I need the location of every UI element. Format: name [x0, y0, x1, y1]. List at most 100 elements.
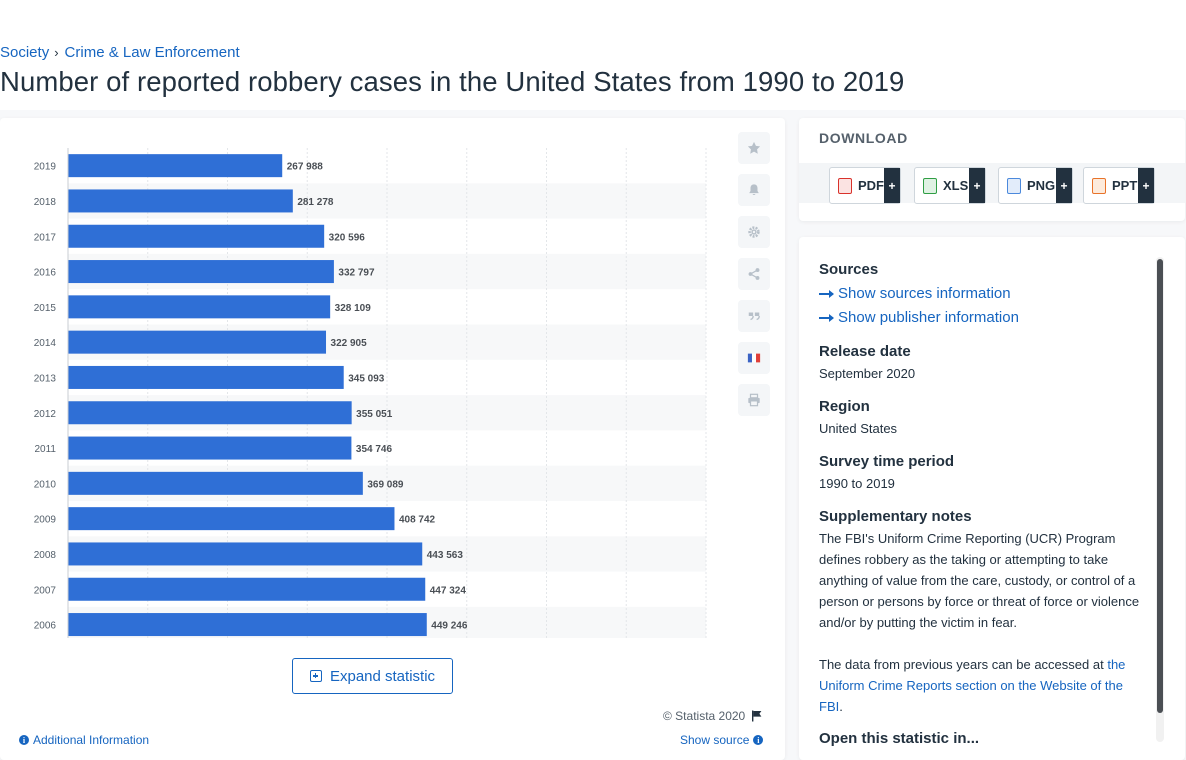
expand-label: Expand statistic: [329, 667, 436, 685]
pdf-file-icon: [838, 177, 852, 194]
breadcrumb-separator: ›: [54, 45, 59, 60]
top-bar: [0, 0, 1186, 40]
plus-icon[interactable]: +: [969, 168, 985, 203]
header-area: [0, 40, 1186, 110]
bar: [68, 471, 363, 495]
value-label: 447 324: [430, 585, 467, 596]
release-date-heading: Release date: [819, 343, 911, 360]
value-label: 328 109: [335, 303, 372, 314]
info-icon: i: [753, 735, 764, 745]
additional-information-link[interactable]: i Additional Information: [19, 733, 149, 747]
bar: [68, 365, 344, 389]
arrow-right-icon: [819, 289, 834, 298]
copyright: © Statista 2020: [663, 709, 763, 723]
bar: [68, 330, 327, 354]
show-publisher-link[interactable]: Show publisher information: [819, 309, 1019, 326]
bell-icon[interactable]: [738, 174, 770, 206]
bar: [68, 224, 325, 248]
bar: [68, 154, 283, 178]
region-value: United States: [819, 421, 898, 436]
notes-suffix: .: [839, 699, 843, 714]
supplementary-notes-text: The FBI's Uniform Crime Reporting (UCR) …: [819, 531, 1140, 630]
flag-fr-icon[interactable]: [738, 342, 770, 374]
value-label: 355 051: [356, 409, 393, 420]
category-label: 2013: [34, 373, 57, 384]
category-label: 2009: [34, 515, 57, 526]
copyright-text: © Statista 2020: [663, 709, 746, 723]
category-label: 2018: [34, 197, 57, 208]
value-label: 345 093: [348, 373, 385, 384]
show-sources-label: Show sources information: [838, 285, 1011, 302]
value-label: 332 797: [338, 268, 375, 279]
region-heading: Region: [819, 398, 870, 415]
expand-statistic-button[interactable]: Expand statistic: [292, 658, 453, 694]
bar: [68, 542, 423, 566]
page-title: Number of reported robbery cases in the …: [0, 66, 905, 97]
category-label: 2019: [34, 162, 57, 173]
details-scrollbar-thumb[interactable]: [1157, 259, 1163, 713]
quote-icon[interactable]: [738, 300, 770, 332]
supplementary-notes-heading: Supplementary notes: [819, 508, 972, 525]
gear-icon[interactable]: [738, 216, 770, 248]
breadcrumb-society[interactable]: Society: [0, 44, 50, 61]
chart-card: 2019 267 988 2018 281 278 2017 320 596 2016 332…: [0, 118, 785, 760]
value-label: 449 246: [431, 621, 468, 632]
show-source-label: Show source: [680, 733, 750, 747]
value-label: 267 988: [287, 162, 324, 173]
download-pdf-label: PDF: [858, 178, 884, 193]
category-label: 2008: [34, 550, 57, 561]
star-icon[interactable]: [738, 132, 770, 164]
value-label: 369 089: [367, 479, 404, 490]
show-source-link[interactable]: Show source i: [680, 733, 764, 747]
fbi-ucr-link[interactable]: the Uniform Crime Reports section on the…: [819, 657, 1126, 714]
category-label: 2017: [34, 232, 57, 243]
survey-period-heading: Survey time period: [819, 453, 955, 470]
chart-fade: [0, 706, 720, 736]
plus-icon[interactable]: +: [1056, 168, 1072, 203]
download-png-button[interactable]: PNG +: [998, 167, 1073, 204]
download-ppt-button[interactable]: PPT +: [1083, 167, 1155, 204]
plus-icon[interactable]: +: [1138, 168, 1154, 203]
download-pdf-button[interactable]: PDF +: [829, 167, 901, 204]
xls-file-icon: [923, 177, 937, 194]
chart-tools: [738, 132, 770, 426]
sources-heading: Sources: [819, 261, 879, 278]
print-icon[interactable]: [738, 384, 770, 416]
bar: [68, 260, 334, 284]
png-file-icon: [1007, 177, 1021, 194]
bar: [68, 577, 426, 601]
show-sources-link[interactable]: Show sources information: [819, 285, 1011, 302]
share-icon[interactable]: [738, 258, 770, 290]
bar: [68, 507, 395, 531]
supplementary-notes-text-2: The data from previous years can be acce…: [819, 654, 1149, 717]
release-date-value: September 2020: [819, 366, 916, 381]
category-label: 2007: [34, 585, 57, 596]
category-label: 2011: [34, 444, 56, 455]
value-label: 281 278: [297, 197, 334, 208]
download-ppt-label: PPT: [1112, 178, 1138, 193]
bar: [68, 295, 331, 319]
value-label: 354 746: [356, 444, 393, 455]
info-icon: i: [19, 735, 29, 745]
plus-icon[interactable]: +: [884, 168, 900, 203]
download-xls-button[interactable]: XLS +: [914, 167, 986, 204]
value-label: 322 905: [331, 338, 368, 349]
breadcrumb-crime[interactable]: Crime & Law Enforcement: [64, 44, 240, 61]
bar: [68, 436, 352, 460]
value-label: 408 742: [399, 515, 436, 526]
bar: [68, 401, 352, 425]
flag-icon[interactable]: [751, 710, 763, 722]
value-label: 320 596: [329, 232, 366, 243]
ppt-file-icon: [1092, 177, 1106, 194]
category-label: 2015: [34, 303, 57, 314]
open-statistic-heading: Open this statistic in...: [819, 730, 980, 747]
bar-chart: 2019 267 988 2018 281 278 2017 320 596 2016 332…: [34, 148, 707, 638]
category-label: 2006: [34, 621, 57, 632]
bar: [68, 613, 427, 637]
bar: [68, 189, 293, 213]
category-label: 2010: [34, 479, 57, 490]
category-label: 2014: [34, 338, 57, 349]
download-card: DOWNLOAD PDF + XLS + PNG + PPT +: [799, 118, 1185, 221]
statistic-details-card: Sources Show sources information Show pu…: [799, 237, 1185, 760]
download-row: PDF + XLS + PNG + PPT +: [799, 163, 1185, 204]
